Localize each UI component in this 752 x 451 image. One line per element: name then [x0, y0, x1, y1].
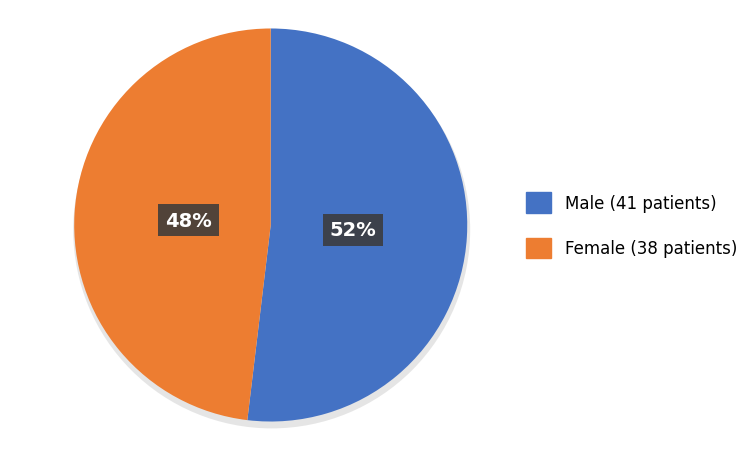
Legend: Male (41 patients), Female (38 patients): Male (41 patients), Female (38 patients)	[520, 186, 744, 265]
Ellipse shape	[73, 32, 470, 428]
Wedge shape	[247, 29, 467, 422]
Text: 48%: 48%	[165, 211, 212, 230]
Text: 52%: 52%	[329, 221, 377, 240]
Wedge shape	[74, 29, 271, 420]
